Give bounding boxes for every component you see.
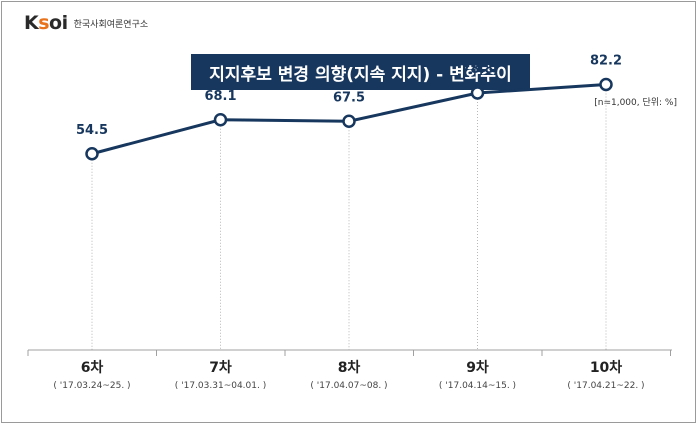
chart-title: 지지후보 변경 의향(지속 지지) - 변화추이 [191,54,530,90]
x-ticks [27,350,671,356]
category-label: 8차 [338,360,361,376]
data-point [470,86,485,100]
logo-mark: Ksoi [24,12,68,34]
category-label: 7차 [209,360,232,376]
data-label: 68.1 [204,89,236,104]
data-point [85,147,99,161]
date-label: ( '17.03.31~04.01. ) [175,381,266,391]
data-label: 82.2 [590,54,622,69]
org-name: 한국사회여론연구소 [73,19,149,30]
date-label: ( '17.03.24~25. ) [53,381,130,391]
category-label: 6차 [81,360,104,376]
category-label: 10차 [590,360,622,376]
ksoi-logo: Ksoi 한국사회여론연구소 [24,12,148,34]
category-label: 9차 [466,360,489,376]
date-label: ( '17.04.21~22. ) [567,381,644,391]
data-point [213,113,228,127]
x-labels: 6차 ( '17.03.24~25. ) 7차 ( '17.03.31~04.01. … [53,360,644,391]
data-labels: 54.5 68.1 67.5 78.8 82.2 [76,54,622,138]
data-label: 54.5 [76,123,108,138]
data-label: 78.8 [461,62,493,77]
data-point [599,77,613,92]
data-point [342,114,356,128]
data-points [85,77,613,161]
data-label: 67.5 [333,90,365,105]
date-label: ( '17.04.07~08. ) [310,381,387,391]
date-label: ( '17.04.14~15. ) [439,381,516,391]
unit-note: [n=1,000, 단위: %] [594,98,677,108]
guide-lines [91,90,607,350]
